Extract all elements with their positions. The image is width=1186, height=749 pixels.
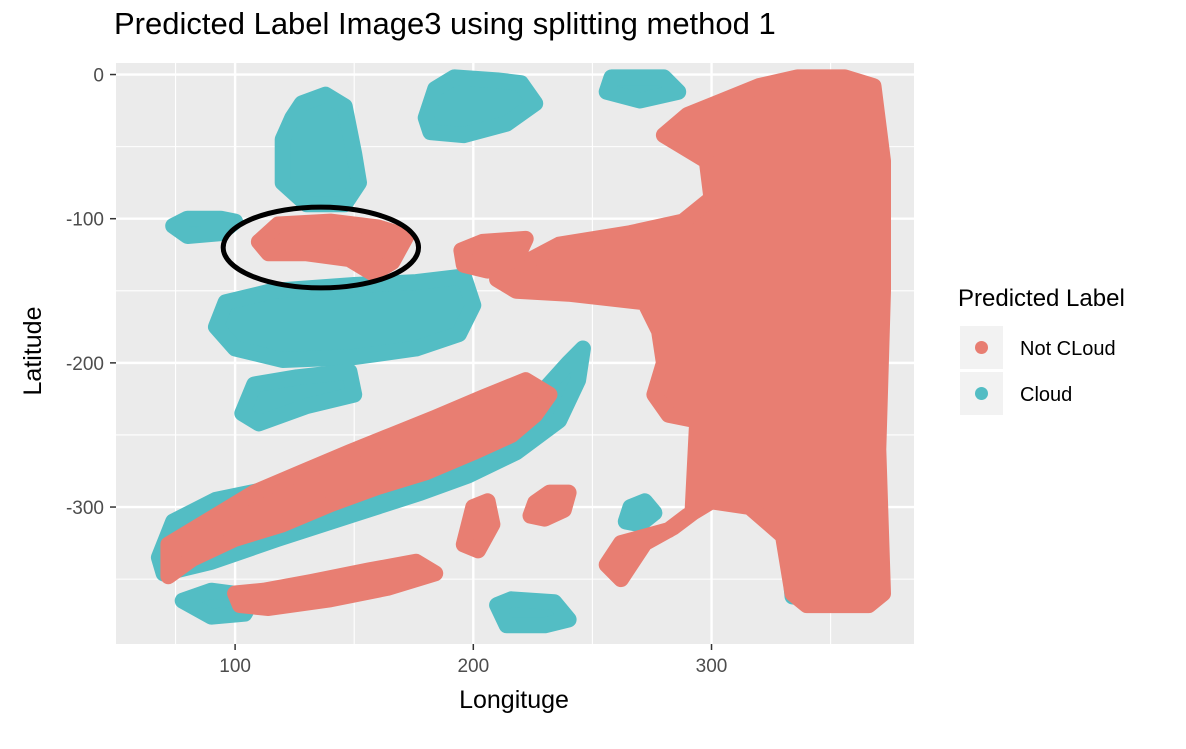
not-cloud-point-region [453,230,534,279]
not-cloud-point-region [489,69,891,614]
data-layer [150,69,891,634]
y-tick-label: 0 [93,66,104,87]
legend-key-dot [975,341,988,354]
y-tick-label: -300 [66,498,104,519]
chart-title: Predicted Label Image3 using splitting m… [114,6,776,41]
legend-title: Predicted Label [958,285,1125,312]
legend-key-dot [975,387,988,400]
axes: 100 200 300 0 -100 -200 -300 [66,66,727,677]
legend-label: Not CLoud [1020,338,1116,360]
not-cloud-point-region [455,493,501,559]
y-axis-label: Latitude [19,307,47,396]
x-tick-label: 300 [696,656,728,677]
cloud-point-region [598,69,687,109]
annotation-ellipse [220,204,422,291]
not-cloud-point-region [522,484,577,527]
y-tick-label: -200 [66,354,104,375]
annotation-layer [220,204,422,291]
x-tick-label: 100 [219,656,251,677]
legend-label: Cloud [1020,384,1072,406]
not-cloud-point-region [250,213,415,282]
x-axis-label: Longituge [459,686,569,714]
cloud-point-region [417,69,544,144]
cloud-point-region [165,210,244,244]
y-tick-label: -100 [66,210,104,231]
not-cloud-point-region [160,372,558,585]
cloud-point-region [234,363,363,432]
cloud-point-region [617,493,663,533]
cloud-point-region [489,591,577,634]
x-tick-label: 200 [457,656,489,677]
legend: Predicted Label Not CLoud Cloud [958,285,1125,415]
not-cloud-point-region [227,553,444,616]
cloud-point-region [208,268,482,368]
legend-items: Not CLoud Cloud [960,326,1116,415]
cloud-point-region [274,86,367,213]
